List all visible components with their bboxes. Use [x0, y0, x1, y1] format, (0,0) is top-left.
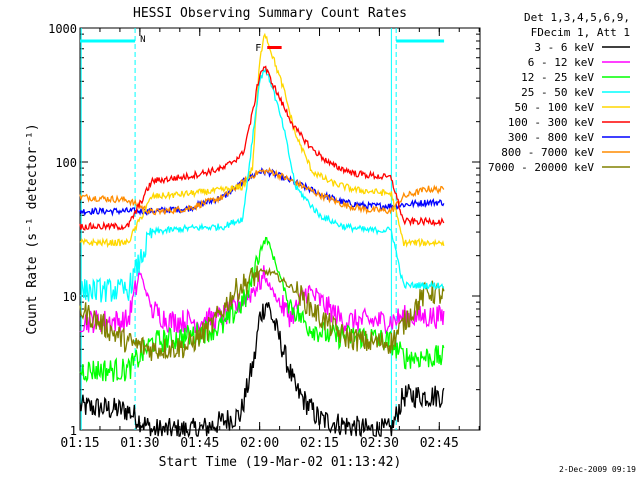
y-tick-label: 1 — [70, 424, 77, 438]
night-marker: N — [140, 35, 145, 45]
series-line-6 — [79, 167, 445, 217]
legend-label-7: 800 - 7000 keV — [501, 146, 594, 159]
series-line-5 — [79, 65, 445, 231]
series-line-2 — [79, 236, 445, 383]
x-tick-label: 01:30 — [120, 436, 159, 451]
flare-marker: F — [255, 43, 261, 54]
series-line-1 — [79, 265, 445, 334]
plot-frame — [79, 27, 481, 431]
legend-label-6: 300 - 800 keV — [508, 131, 594, 144]
series-line-3 — [79, 67, 445, 303]
series-line-7 — [79, 166, 445, 216]
flare-bar — [267, 46, 282, 49]
x-axis-ticks: 01:15 01:30 01:45 02:00 02:15 02:30 02:45 — [60, 28, 480, 451]
y-tick-label: 10 — [63, 290, 77, 304]
x-tick-label: 02:30 — [360, 436, 399, 451]
footer-date: 2-Dec-2009 09:19 — [559, 465, 636, 474]
series-line-0 — [79, 301, 445, 439]
legend-header-line-1: Det 1,3,4,5,6,9, — [524, 11, 630, 24]
y-tick-label: 1000 — [48, 22, 77, 36]
series-line-4 — [79, 32, 445, 249]
series-line-8 — [79, 265, 445, 361]
legend: Det 1,3,4,5,6,9, FDecim 1, Att 1 3 - 6 k… — [488, 11, 630, 174]
y-axis-label: Count Rate (s⁻¹ detector⁻¹) — [25, 123, 40, 334]
legend-label-1: 6 - 12 keV — [528, 56, 595, 69]
legend-label-3: 25 - 50 keV — [521, 86, 594, 99]
plot-axes — [79, 27, 481, 431]
chart-title: HESSI Observing Summary Count Rates — [133, 6, 407, 21]
x-tick-label: 01:15 — [60, 436, 99, 451]
legend-label-0: 3 - 6 keV — [534, 41, 594, 54]
y-tick-label: 100 — [55, 156, 77, 170]
x-tick-label: 02:15 — [300, 436, 339, 451]
legend-label-8: 7000 - 20000 keV — [488, 161, 594, 174]
annotations: N F — [140, 35, 282, 54]
legend-label-2: 12 - 25 keV — [521, 71, 594, 84]
x-axis-label: Start Time (19-Mar-02 01:13:42) — [159, 455, 402, 470]
legend-label-4: 50 - 100 keV — [515, 101, 595, 114]
x-tick-label: 02:00 — [240, 436, 279, 451]
x-tick-label: 02:45 — [420, 436, 459, 451]
legend-header-line-2: FDecim 1, Att 1 — [531, 26, 630, 39]
x-tick-label: 01:45 — [180, 436, 219, 451]
legend-label-5: 100 - 300 keV — [508, 116, 594, 129]
series-group — [79, 32, 445, 439]
